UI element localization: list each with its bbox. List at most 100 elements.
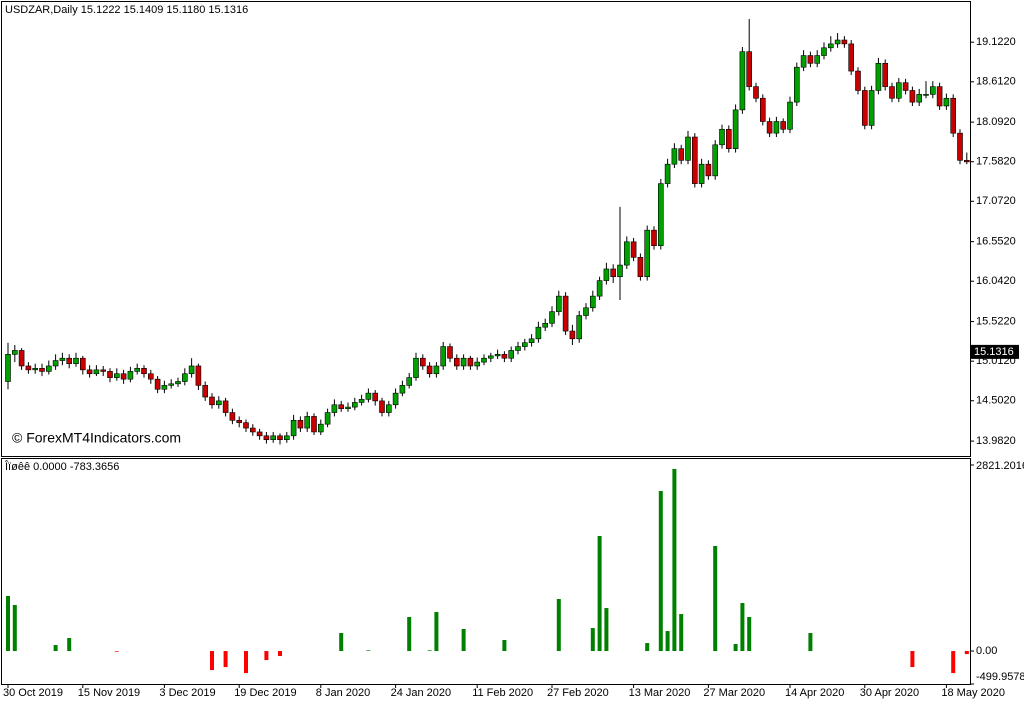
candle-body [596,280,603,297]
x-tick-label: 24 Jan 2020 [391,687,452,699]
candle-body [685,136,691,161]
histogram-bar [964,651,969,655]
candle-body [32,368,39,371]
histogram-bar [6,596,10,652]
candle-body [963,160,970,163]
candle-body [59,357,66,361]
candle-body [413,357,419,378]
candle-body [671,148,678,165]
candle-body [515,346,521,351]
candle-body [773,121,780,134]
candle-body [358,399,365,403]
candle-body [195,365,202,386]
candle-body [379,400,385,413]
candle-body [494,354,501,357]
x-tick-label: 8 Jan 2020 [316,687,370,699]
candle-body [861,90,868,126]
candle-body [338,404,345,409]
histogram-bar [244,651,248,674]
x-tick-label: 18 May 2020 [941,687,1005,699]
candle-body [188,365,195,375]
y-tick-label: 13.9820 [976,435,1016,447]
candle-body [25,365,32,371]
candle-body [957,132,963,161]
y2-tick-label: -499.9578 [976,671,1024,683]
histogram-bar [114,651,119,652]
histogram-bar [210,651,214,671]
price-panel [1,1,971,457]
candle-body [256,431,263,437]
candle-body [535,326,542,340]
y-tick-label: 17.5820 [976,156,1016,168]
candle-body [630,241,637,258]
candle-body [460,357,467,367]
histogram-bar [223,651,228,668]
candle-body [467,357,474,367]
histogram-bar [713,545,718,652]
candle-body [66,357,72,364]
candle-body [657,183,664,246]
candle-body [80,357,86,371]
candle-body [216,400,222,406]
histogram-bar [645,643,650,652]
histogram-bar [910,651,915,668]
candle-body [787,101,793,130]
candle-body [229,412,236,421]
candle-body [623,241,630,266]
x-tick-label: 27 Feb 2020 [547,687,609,699]
candle-body [134,368,140,372]
histogram-bar [264,651,269,661]
candle-body [521,342,528,347]
x-tick-label: 13 Mar 2020 [629,687,691,699]
candle-body [664,163,671,184]
candle-body [712,144,719,177]
candle-body [875,63,882,91]
candle-body [868,90,875,126]
candle-body [555,295,562,312]
y-tick-label: 16.5520 [976,236,1016,248]
candle-body [161,385,168,390]
histogram-bar [12,604,17,652]
x-tick-label: 27 Mar 2020 [703,687,765,699]
histogram-bar [556,598,561,652]
candle-body [508,350,515,359]
candle-body [746,51,753,87]
y-tick-label: 18.6120 [976,76,1016,88]
candle-body [902,82,909,91]
histogram-bar [427,650,432,652]
candle-body [440,346,447,367]
candle-body [705,163,712,177]
candle-body [487,355,494,359]
y-tick-label: 19.1220 [976,36,1016,48]
candle-body [304,416,311,429]
candle-body [474,361,481,367]
candle-body [324,412,331,425]
candle-body [834,39,841,45]
histogram-bar [665,631,670,652]
candle-body [141,368,147,375]
candle-body [501,354,508,359]
candle-body [250,427,256,433]
candle-body [73,357,79,364]
candle-body [644,229,651,278]
candle-body [759,97,766,122]
candle-body [678,148,685,161]
candle-body [107,371,113,378]
candle-body [916,94,923,103]
candle-body [549,311,555,324]
chart-header: USDZAR,Daily 15.1222 15.1409 15.1180 15.… [5,4,248,16]
x-tick-label: 3 Dec 2019 [159,687,215,699]
candle-body [725,128,732,149]
candle-body [351,402,358,408]
candle-body [453,357,460,367]
candle-body [821,47,827,56]
histogram-bar [733,644,738,652]
candle-body [691,136,698,184]
candle-body [290,420,297,437]
candle-body [5,354,11,382]
candle-body [855,70,861,91]
candle-body [841,39,848,45]
candle-body [528,338,535,343]
candle-body [392,392,399,406]
candle-body [739,51,746,111]
